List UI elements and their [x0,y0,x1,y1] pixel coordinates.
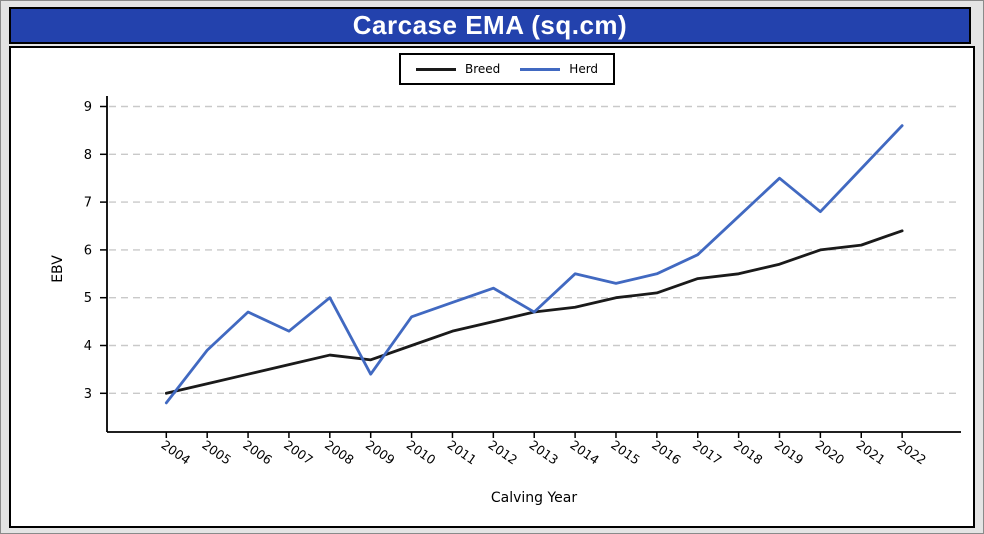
legend: Breed Herd [399,53,616,85]
chart-title-bar: Carcase EMA (sq.cm) [9,7,971,44]
svg-text:2004: 2004 [159,437,194,468]
svg-text:2022: 2022 [894,437,929,468]
legend-label-herd: Herd [569,62,599,76]
svg-text:2010: 2010 [404,437,439,468]
svg-text:2006: 2006 [240,437,275,468]
svg-text:5: 5 [84,291,92,306]
svg-text:2014: 2014 [567,437,602,468]
svg-text:2018: 2018 [731,437,766,468]
svg-text:2005: 2005 [199,437,234,468]
svg-text:6: 6 [84,243,92,258]
herd-line-swatch [520,67,561,71]
svg-text:2021: 2021 [854,437,889,468]
x-axis-label: Calving Year [490,490,578,506]
svg-text:8: 8 [84,148,92,163]
svg-text:4: 4 [84,339,92,354]
chart-title: Carcase EMA (sq.cm) [352,10,628,40]
svg-text:2017: 2017 [690,437,725,468]
svg-text:2013: 2013 [526,437,561,468]
chart-box: Breed Herd EBV Calving Year 3 4 5 6 7 8 9 2004 2… [9,46,975,528]
svg-text:2015: 2015 [608,437,643,468]
svg-text:7: 7 [84,196,92,211]
svg-text:3: 3 [84,387,92,402]
svg-text:2009: 2009 [363,437,398,468]
svg-text:9: 9 [84,100,92,115]
breed-line-swatch [416,67,456,71]
svg-text:2007: 2007 [281,437,316,468]
legend-label-breed: Breed [465,62,501,76]
svg-text:2011: 2011 [445,437,480,468]
svg-text:2020: 2020 [813,437,848,468]
svg-text:2012: 2012 [486,437,521,468]
svg-text:2016: 2016 [649,437,684,468]
svg-text:2019: 2019 [772,437,807,468]
svg-text:2008: 2008 [322,437,357,468]
